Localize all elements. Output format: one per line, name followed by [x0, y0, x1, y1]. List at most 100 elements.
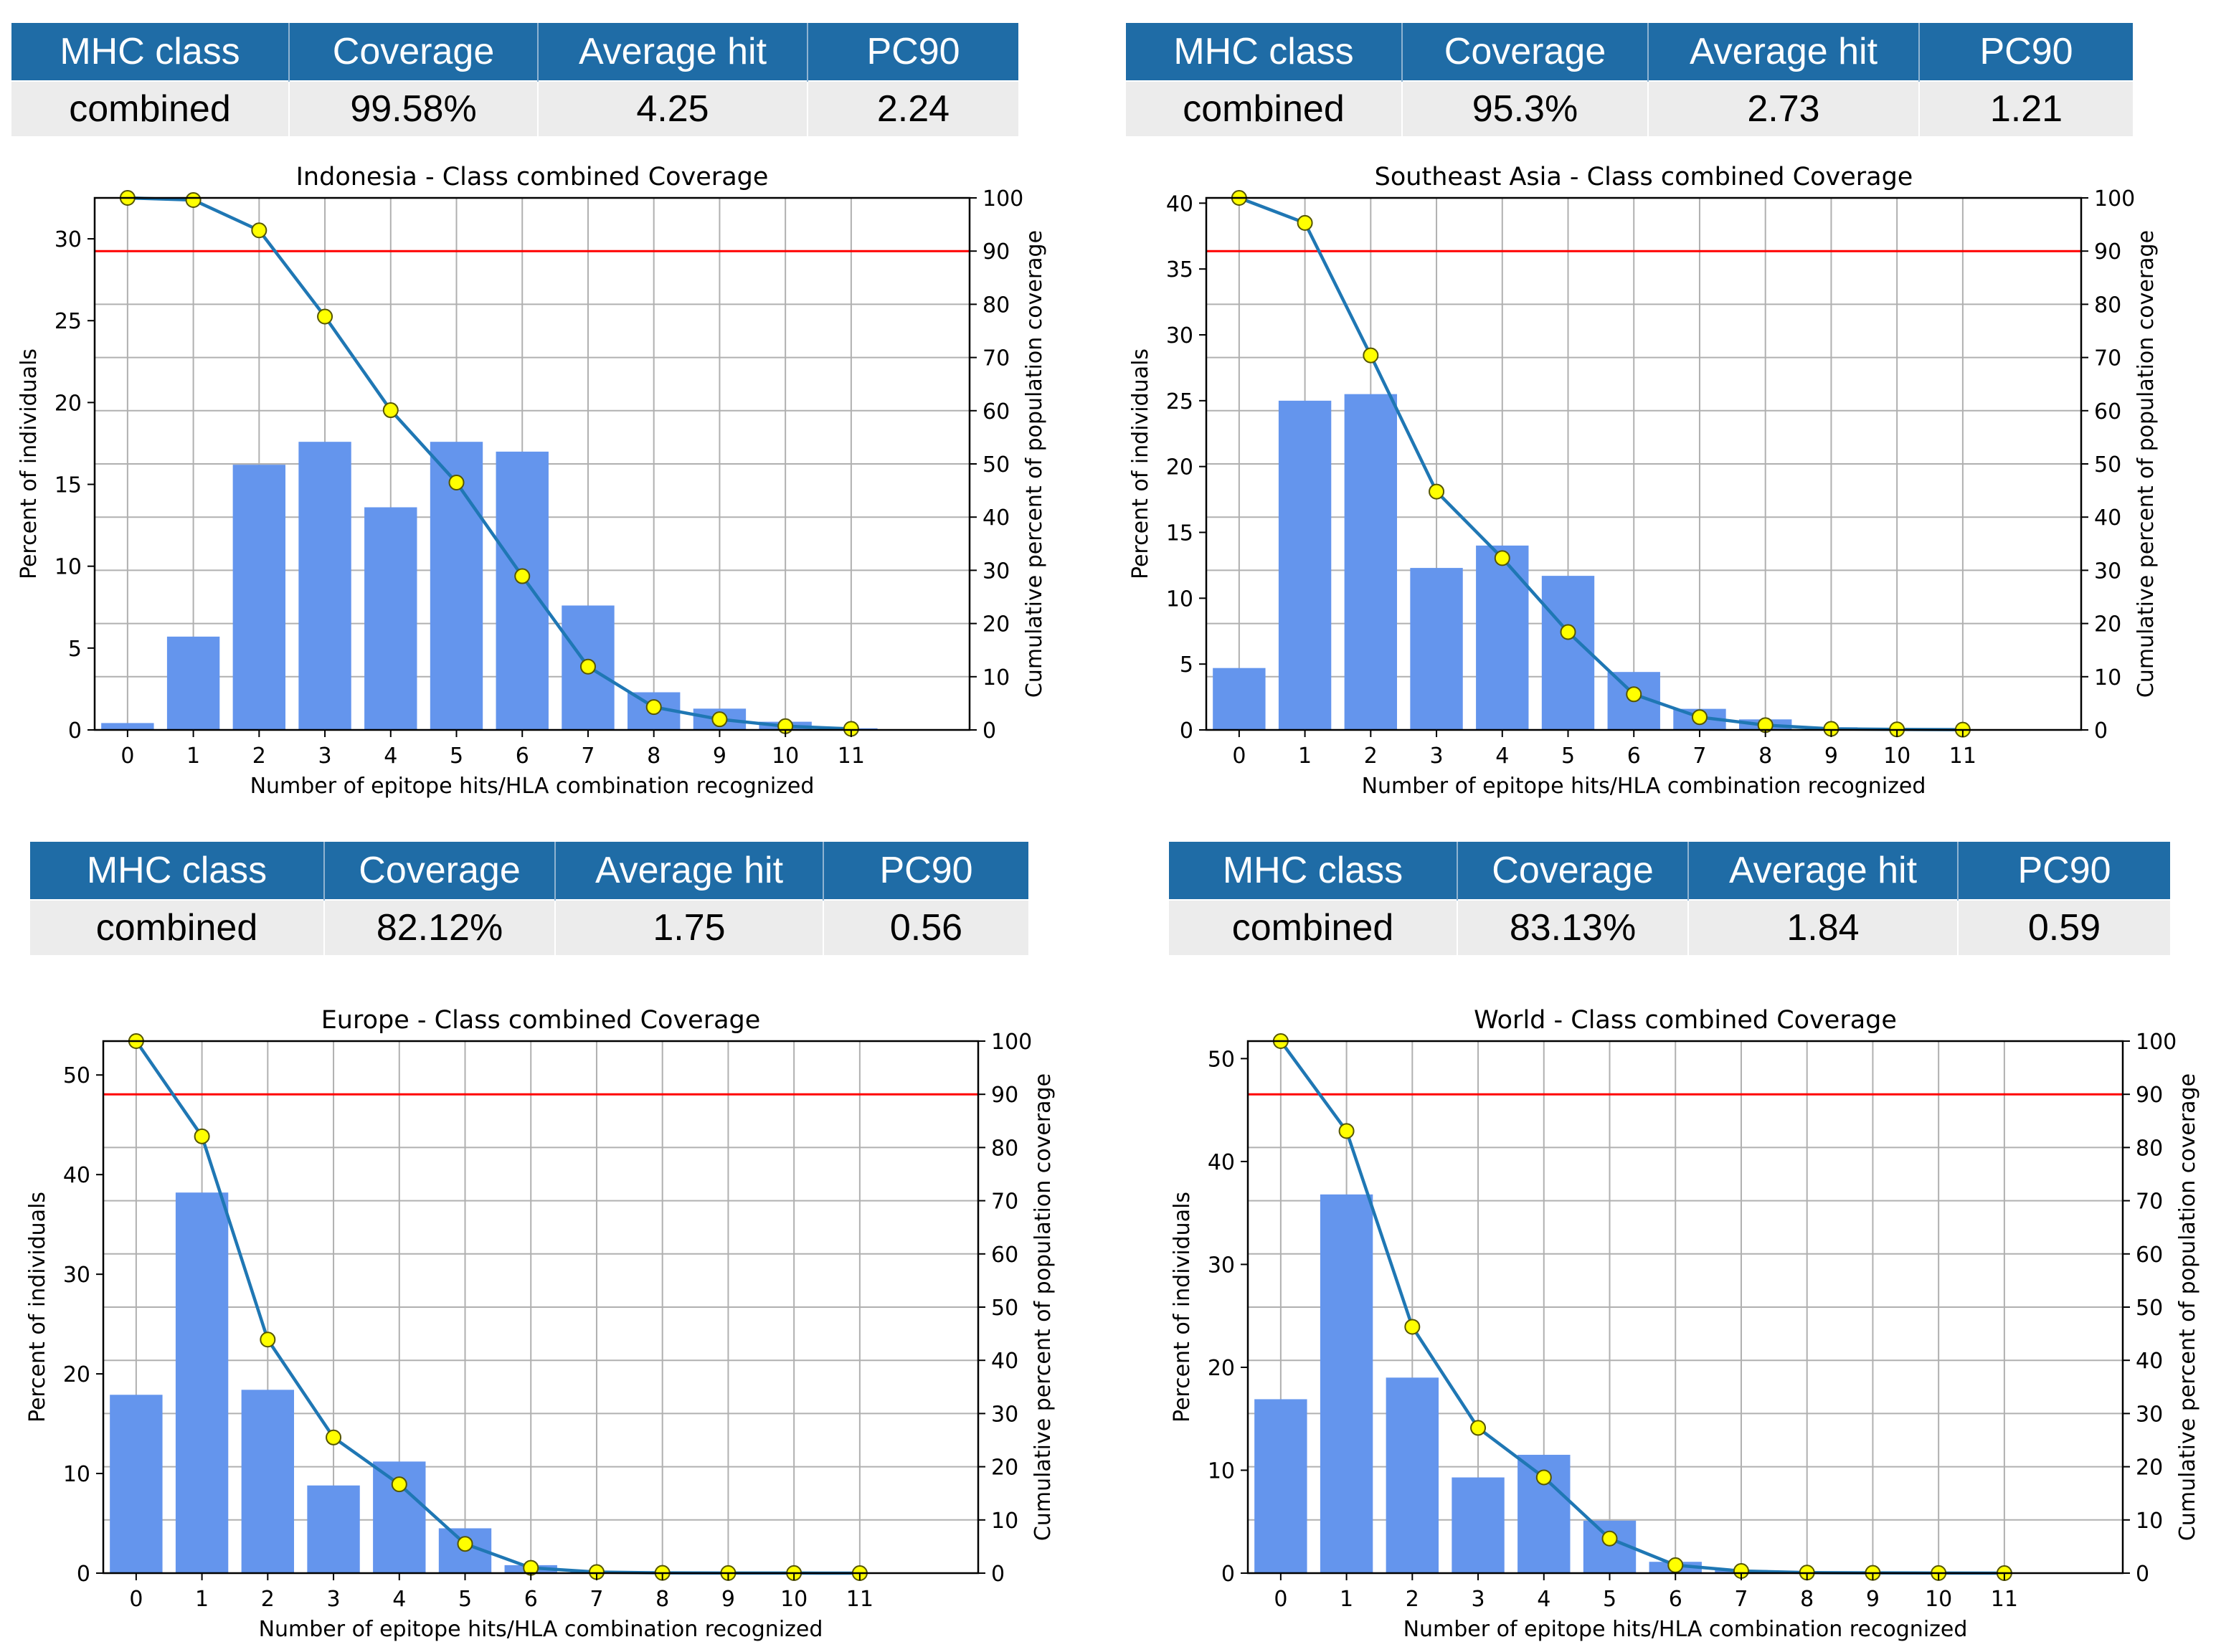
x-axis-label: Number of epitope hits/HLA combination r…	[1362, 774, 1926, 799]
y-tick-label: 40	[63, 1163, 90, 1188]
table-row: combined 82.12% 1.75 0.56	[30, 899, 1028, 955]
x-tick-label: 5	[450, 744, 463, 769]
x-tick-label: 1	[1340, 1587, 1353, 1612]
y-axis-label: Percent of individuals	[1170, 1192, 1195, 1423]
x-tick-label: 3	[318, 744, 332, 769]
x-axis-label: Number of epitope hits/HLA combination r…	[250, 774, 815, 799]
cumulative-line	[1239, 196, 1963, 731]
bar-6	[496, 451, 549, 730]
cumulative-point-4	[1535, 1469, 1552, 1486]
table-header-row: MHC class Coverage Average hit PC90	[1126, 23, 2133, 81]
y2-tick-label: 10	[2136, 1509, 2163, 1534]
x-tick-label: 6	[1669, 1587, 1682, 1612]
header-average-hit: Average hit	[538, 23, 808, 81]
cumulative-point-1	[185, 191, 202, 208]
y-tick-label: 10	[63, 1462, 90, 1487]
x-tick-label: 9	[1824, 744, 1838, 769]
y2-tick-label: 0	[991, 1562, 1005, 1587]
y-tick-label: 50	[63, 1063, 90, 1088]
x-tick-label: 10	[780, 1587, 808, 1612]
x-tick-label: 1	[1298, 744, 1312, 769]
bar-4	[364, 507, 417, 730]
y2-tick-label: 10	[2094, 665, 2121, 690]
header-pc90: PC90	[808, 23, 1018, 81]
cell-coverage: 83.13%	[1457, 899, 1689, 955]
header-coverage: Coverage	[1457, 842, 1689, 900]
table-header-row: MHC class Coverage Average hit PC90	[30, 842, 1028, 900]
x-tick-label: 0	[120, 744, 134, 769]
bar-2	[232, 465, 286, 730]
y2-tick-label: 80	[982, 293, 1010, 318]
y2-tick-label: 60	[2136, 1243, 2163, 1268]
header-mhc-class: MHC class	[1169, 842, 1458, 900]
cumulative-point-4	[1494, 550, 1510, 566]
y-tick-label: 20	[1166, 455, 1193, 480]
header-average-hit: Average hit	[555, 842, 824, 900]
y-tick-label: 25	[55, 309, 82, 334]
x-tick-label: 10	[772, 744, 799, 769]
y-tick-label: 10	[1166, 587, 1193, 612]
cumulative-point-5	[448, 474, 465, 490]
y2-tick-label: 20	[2136, 1456, 2163, 1481]
bar-1	[166, 636, 220, 730]
x-tick-label: 11	[846, 1587, 873, 1612]
y2-tick-label: 30	[991, 1402, 1018, 1427]
x-tick-label: 5	[1603, 1587, 1616, 1612]
cell-mhc-class: combined	[1169, 899, 1458, 955]
y2-tick-label: 10	[991, 1509, 1018, 1534]
bar-1	[1278, 400, 1332, 730]
stats-table-europe: MHC class Coverage Average hit PC90 comb…	[30, 842, 1028, 955]
y2-tick-label: 20	[991, 1456, 1018, 1481]
y-tick-label: 15	[1166, 521, 1193, 546]
y2-tick-label: 60	[2094, 399, 2121, 424]
bar-1	[175, 1192, 229, 1573]
bar-2	[1344, 394, 1398, 730]
cumulative-point-2	[1404, 1319, 1421, 1335]
y-tick-label: 40	[1208, 1150, 1235, 1175]
y2-tick-label: 90	[2136, 1083, 2163, 1108]
bar-0	[1254, 1399, 1307, 1573]
y-axis-label: Percent of individuals	[25, 1192, 50, 1423]
y2-axis-label: Cumulative percent of population coverag…	[2134, 230, 2159, 698]
x-tick-label: 2	[261, 1587, 275, 1612]
cell-average-hit: 2.73	[1648, 80, 1920, 136]
header-pc90: PC90	[1958, 842, 2170, 900]
cumulative-point-3	[1470, 1420, 1487, 1436]
cumulative-point-1	[1338, 1123, 1355, 1139]
y2-tick-label: 10	[982, 665, 1010, 690]
cell-average-hit: 4.25	[538, 80, 808, 136]
y2-tick-label: 90	[2094, 239, 2121, 265]
y-tick-label: 25	[1166, 389, 1193, 414]
x-tick-label: 11	[1991, 1587, 2018, 1612]
x-tick-label: 0	[129, 1587, 143, 1612]
y-tick-label: 0	[1180, 718, 1193, 744]
header-coverage: Coverage	[1402, 23, 1649, 81]
x-tick-label: 9	[1866, 1587, 1880, 1612]
cumulative-point-5	[457, 1536, 473, 1552]
stats-table-indonesia: MHC class Coverage Average hit PC90 comb…	[11, 23, 1018, 136]
bar-3	[1410, 568, 1463, 730]
x-tick-label: 3	[1472, 1587, 1485, 1612]
y2-tick-label: 40	[2094, 505, 2121, 531]
y2-tick-label: 80	[991, 1136, 1018, 1161]
header-coverage: Coverage	[324, 842, 556, 900]
cumulative-point-1	[1297, 214, 1313, 231]
y2-axis-label: Cumulative percent of population coverag…	[1031, 1073, 1056, 1541]
table-header-row: MHC class Coverage Average hit PC90	[1169, 842, 2170, 900]
y2-axis-label: Cumulative percent of population coverag…	[1022, 230, 1047, 698]
y2-tick-label: 80	[2136, 1136, 2163, 1161]
cumulative-point-4	[391, 1476, 407, 1493]
y-tick-label: 0	[77, 1562, 90, 1587]
cell-mhc-class: combined	[11, 80, 290, 136]
y2-tick-label: 60	[982, 399, 1010, 424]
y2-tick-label: 100	[982, 186, 1023, 212]
x-tick-label: 9	[713, 744, 726, 769]
y-tick-label: 10	[1208, 1458, 1235, 1484]
x-tick-label: 7	[1692, 744, 1706, 769]
chart-title: World - Class combined Coverage	[1474, 1006, 1897, 1035]
y2-tick-label: 50	[982, 452, 1010, 478]
y2-tick-label: 50	[2094, 452, 2121, 478]
cell-coverage: 99.58%	[289, 80, 539, 136]
